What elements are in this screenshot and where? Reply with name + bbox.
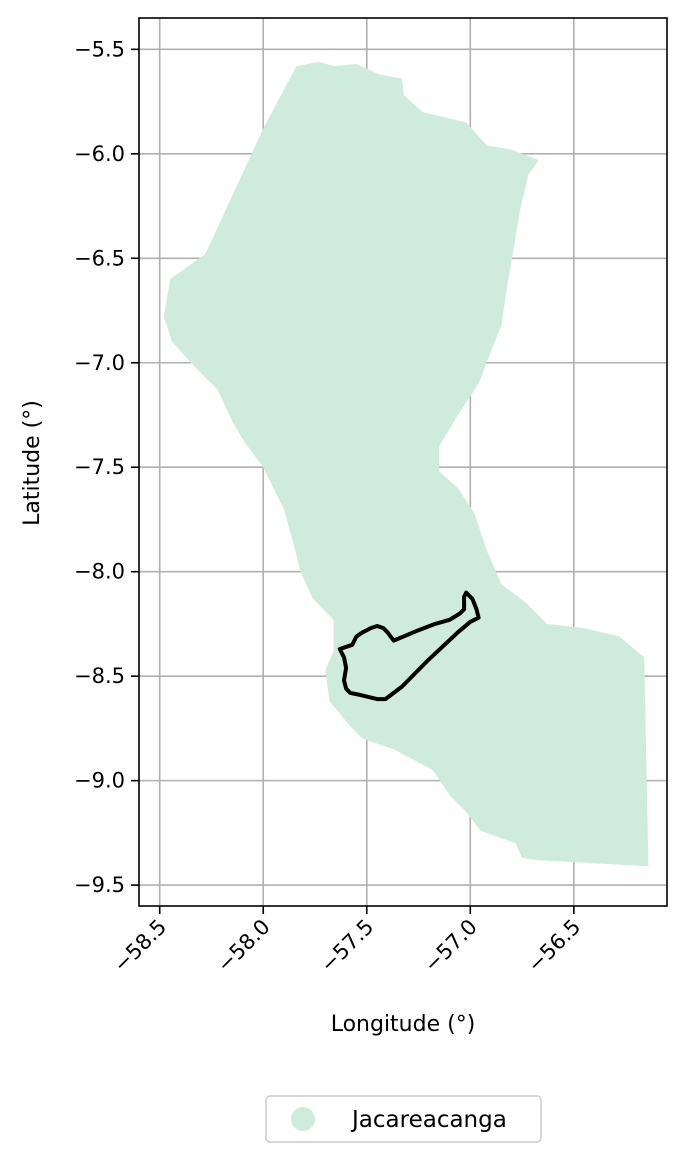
- x-tick-label: −58.0: [212, 915, 274, 977]
- legend: Jacareacanga: [265, 1095, 542, 1143]
- x-axis-label: Longitude (°): [331, 1012, 476, 1037]
- y-axis-ticks: −5.5 −6.0 −6.5 −7.0 −7.5 −8.0 −8.5 −9.0 −9.5: [74, 37, 139, 897]
- y-tick-label: −5.5: [74, 37, 125, 61]
- y-tick-label: −8.5: [74, 664, 125, 688]
- y-tick-label: −8.0: [74, 560, 125, 584]
- x-tick-label: −57.5: [316, 915, 378, 977]
- y-axis-label: Latitude (°): [20, 400, 45, 526]
- y-tick-label: −9.0: [74, 769, 125, 793]
- y-tick-label: −6.0: [74, 142, 125, 166]
- y-tick-label: −9.5: [74, 873, 125, 897]
- y-tick-label: −7.5: [74, 455, 125, 479]
- jacareacanga-region: [163, 61, 649, 867]
- y-tick-label: −7.0: [74, 351, 125, 375]
- study-area-outline: [337, 590, 481, 702]
- x-tick-label: −57.0: [419, 915, 481, 977]
- x-tick-label: −58.5: [109, 915, 171, 977]
- x-tick-label: −56.5: [523, 915, 585, 977]
- plot-frame: [138, 17, 668, 907]
- y-tick-label: −6.5: [74, 246, 125, 270]
- legend-marker-icon: [291, 1107, 315, 1131]
- x-axis-ticks: −58.5 −58.0 −57.5 −57.0 −56.5: [109, 906, 585, 977]
- legend-box: [265, 1095, 542, 1143]
- legend-label: Jacareacanga: [350, 1107, 507, 1133]
